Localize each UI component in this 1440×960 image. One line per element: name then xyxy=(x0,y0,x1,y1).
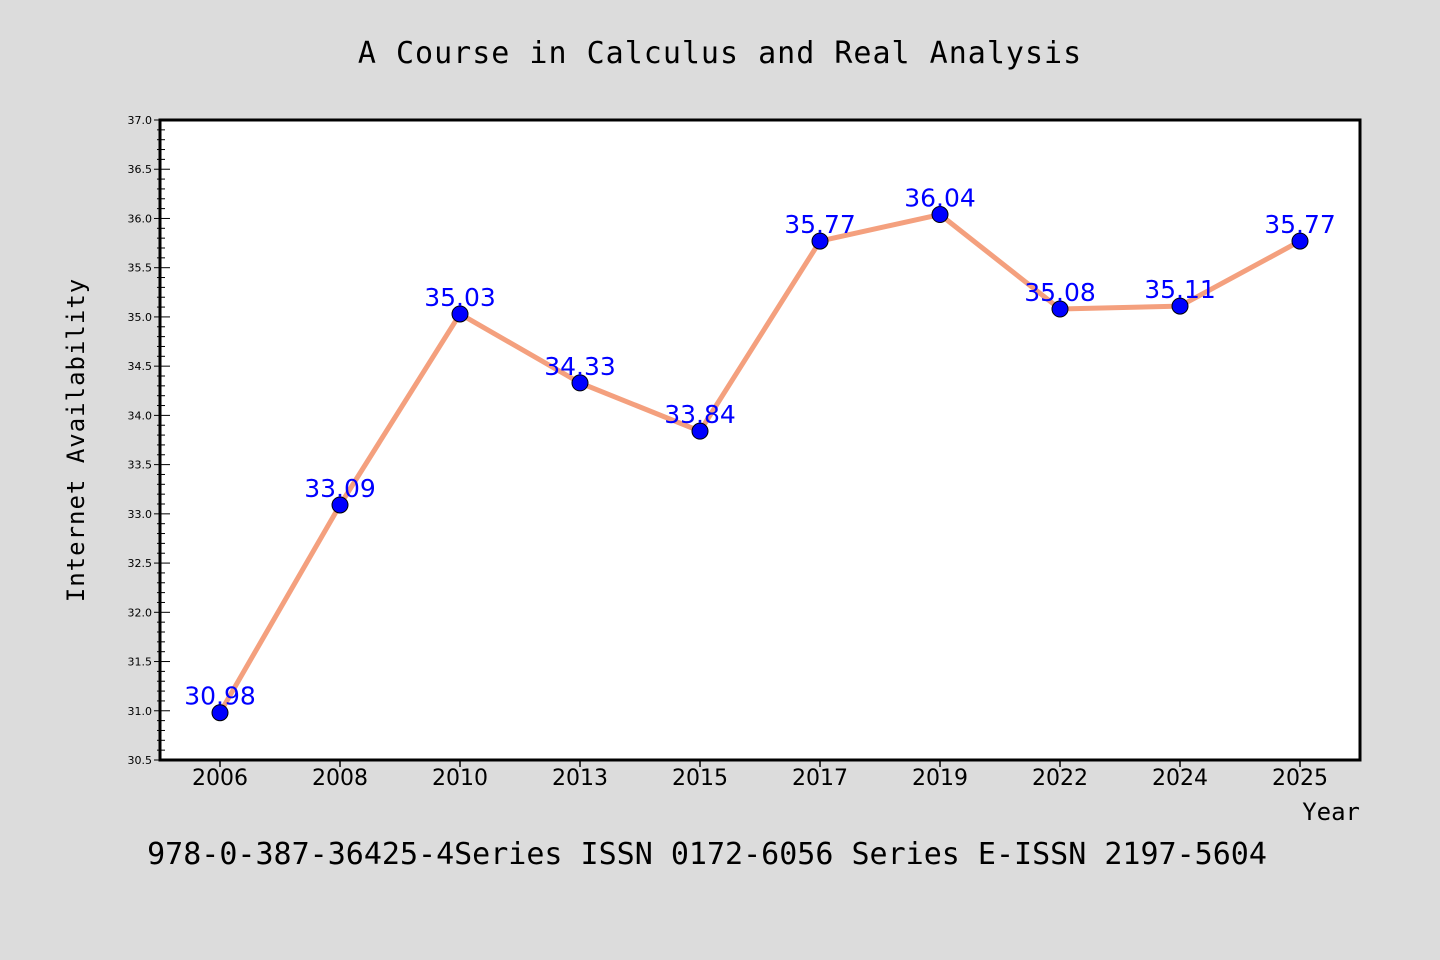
data-value-label: 35.77 xyxy=(1264,210,1336,239)
y-tick-label: 35.0 xyxy=(128,311,153,324)
x-tick-label: 2015 xyxy=(672,766,728,791)
x-axis-ticks: 2006 2008 2010 2013 2015 2017 2019 2022 2024 2025 xyxy=(192,760,1328,791)
y-axis-ticks: 30.5 31.0 31.5 32.0 32.5 33.0 33.5 34.0 34.5 35.0… xyxy=(128,114,170,767)
data-point-marker xyxy=(1171,297,1189,315)
plot-area xyxy=(160,120,1360,760)
data-point-marker xyxy=(931,206,949,224)
y-tick-label: 33.5 xyxy=(128,459,153,472)
isbn-issn-caption: 978-0-387-36425-4Series ISSN 0172-6056 S… xyxy=(147,837,1267,872)
x-tick-label: 2019 xyxy=(912,766,968,791)
y-axis-label: Internet Availability xyxy=(62,278,90,602)
data-value-label: 35.08 xyxy=(1024,278,1096,307)
data-value-label: 35.77 xyxy=(784,210,856,239)
x-tick-label: 2022 xyxy=(1032,766,1088,791)
data-point-marker xyxy=(811,232,829,250)
x-axis-label: Year xyxy=(1302,798,1360,826)
chart-title: A Course in Calculus and Real Analysis xyxy=(358,36,1082,71)
y-tick-label: 31.0 xyxy=(128,705,153,718)
data-value-label: 34.33 xyxy=(544,352,616,381)
y-tick-label: 34.0 xyxy=(128,409,153,422)
data-point-marker xyxy=(211,704,229,722)
y-tick-label: 32.0 xyxy=(128,606,153,619)
y-tick-label: 31.5 xyxy=(128,656,153,669)
plot-frame xyxy=(158,118,1362,762)
data-point-marker xyxy=(1291,232,1309,250)
x-tick-label: 2008 xyxy=(312,766,368,791)
x-tick-label: 2010 xyxy=(432,766,488,791)
x-tick-label: 2017 xyxy=(792,766,848,791)
x-tick-label: 2024 xyxy=(1152,766,1208,791)
x-tick-label: 2006 xyxy=(192,766,248,791)
data-value-label: 35.11 xyxy=(1144,275,1216,304)
y-tick-label: 37.0 xyxy=(128,114,153,127)
y-tick-label: 35.5 xyxy=(128,262,153,275)
y-tick-label: 33.0 xyxy=(128,508,153,521)
x-tick-label: 2025 xyxy=(1272,766,1328,791)
data-point-marker xyxy=(691,422,709,440)
x-tick-label: 2013 xyxy=(552,766,608,791)
data-point-marker xyxy=(1051,300,1069,318)
data-value-label: 33.09 xyxy=(304,474,376,503)
series-line xyxy=(217,212,1303,716)
data-value-label: 33.84 xyxy=(664,400,736,429)
y-tick-label: 34.5 xyxy=(128,360,153,373)
series-layer: 30.98 33.09 35.03 34.33 33.84 35.77 36.04 35.08… xyxy=(184,184,1336,722)
data-value-label: 36.04 xyxy=(904,184,976,213)
data-point-marker xyxy=(451,305,469,323)
y-tick-label: 36.0 xyxy=(128,212,153,225)
data-point-marker xyxy=(571,374,589,392)
data-point-marker xyxy=(331,496,349,514)
y-tick-label: 36.5 xyxy=(128,163,153,176)
data-value-label: 30.98 xyxy=(184,682,256,711)
data-value-label: 35.03 xyxy=(424,283,496,312)
y-tick-label: 32.5 xyxy=(128,557,153,570)
y-tick-label: 30.5 xyxy=(128,754,153,767)
